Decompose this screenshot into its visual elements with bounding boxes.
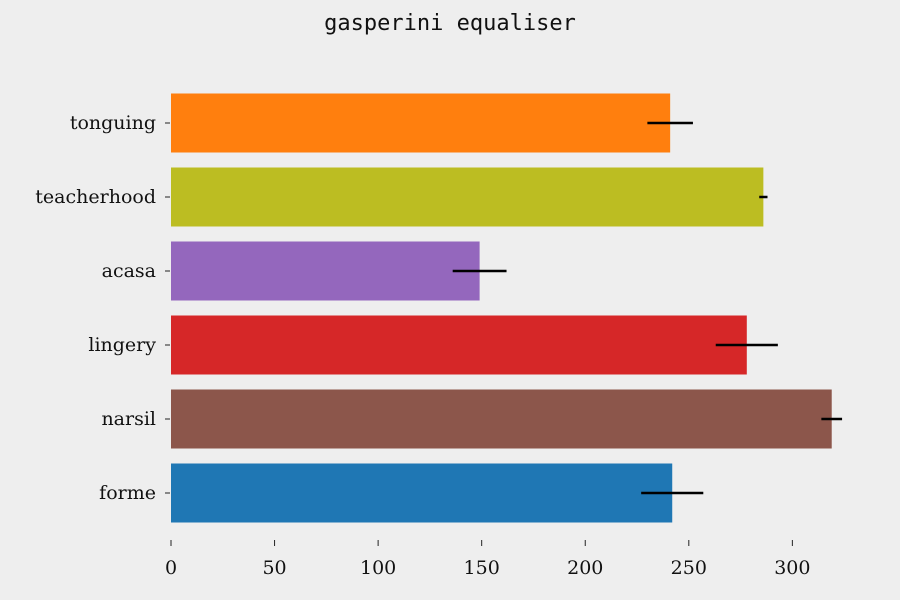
x-tick-label: 300 — [774, 557, 810, 579]
chart-title: gasperini equaliser — [324, 11, 576, 36]
bar-teacherhood — [171, 167, 764, 227]
y-tick-label: acasa — [102, 260, 156, 282]
x-tick-label: 50 — [262, 557, 286, 579]
bars-group — [171, 93, 832, 523]
y-tick-label: lingery — [88, 334, 156, 356]
x-tick-label: 150 — [464, 557, 500, 579]
x-tick-label: 100 — [360, 557, 396, 579]
bar-forme — [171, 463, 673, 523]
error-bars-group — [452, 121, 843, 495]
y-tick-label: narsil — [101, 408, 156, 430]
y-axis-labels: tonguing teacherhood acasa lingery narsil for… — [35, 112, 170, 504]
x-tick-label: 0 — [165, 557, 177, 579]
y-tick-label: tonguing — [70, 112, 156, 134]
bar-acasa — [171, 241, 480, 301]
x-axis: 0 50 100 150 200 250 300 — [165, 540, 810, 579]
x-tick-label: 200 — [567, 557, 603, 579]
y-tick-label: forme — [99, 482, 156, 504]
bar-tonguing — [171, 93, 671, 153]
bar-lingery — [171, 315, 747, 375]
bar-narsil — [171, 389, 832, 449]
y-tick-label: teacherhood — [35, 186, 156, 208]
x-tick-label: 250 — [671, 557, 707, 579]
